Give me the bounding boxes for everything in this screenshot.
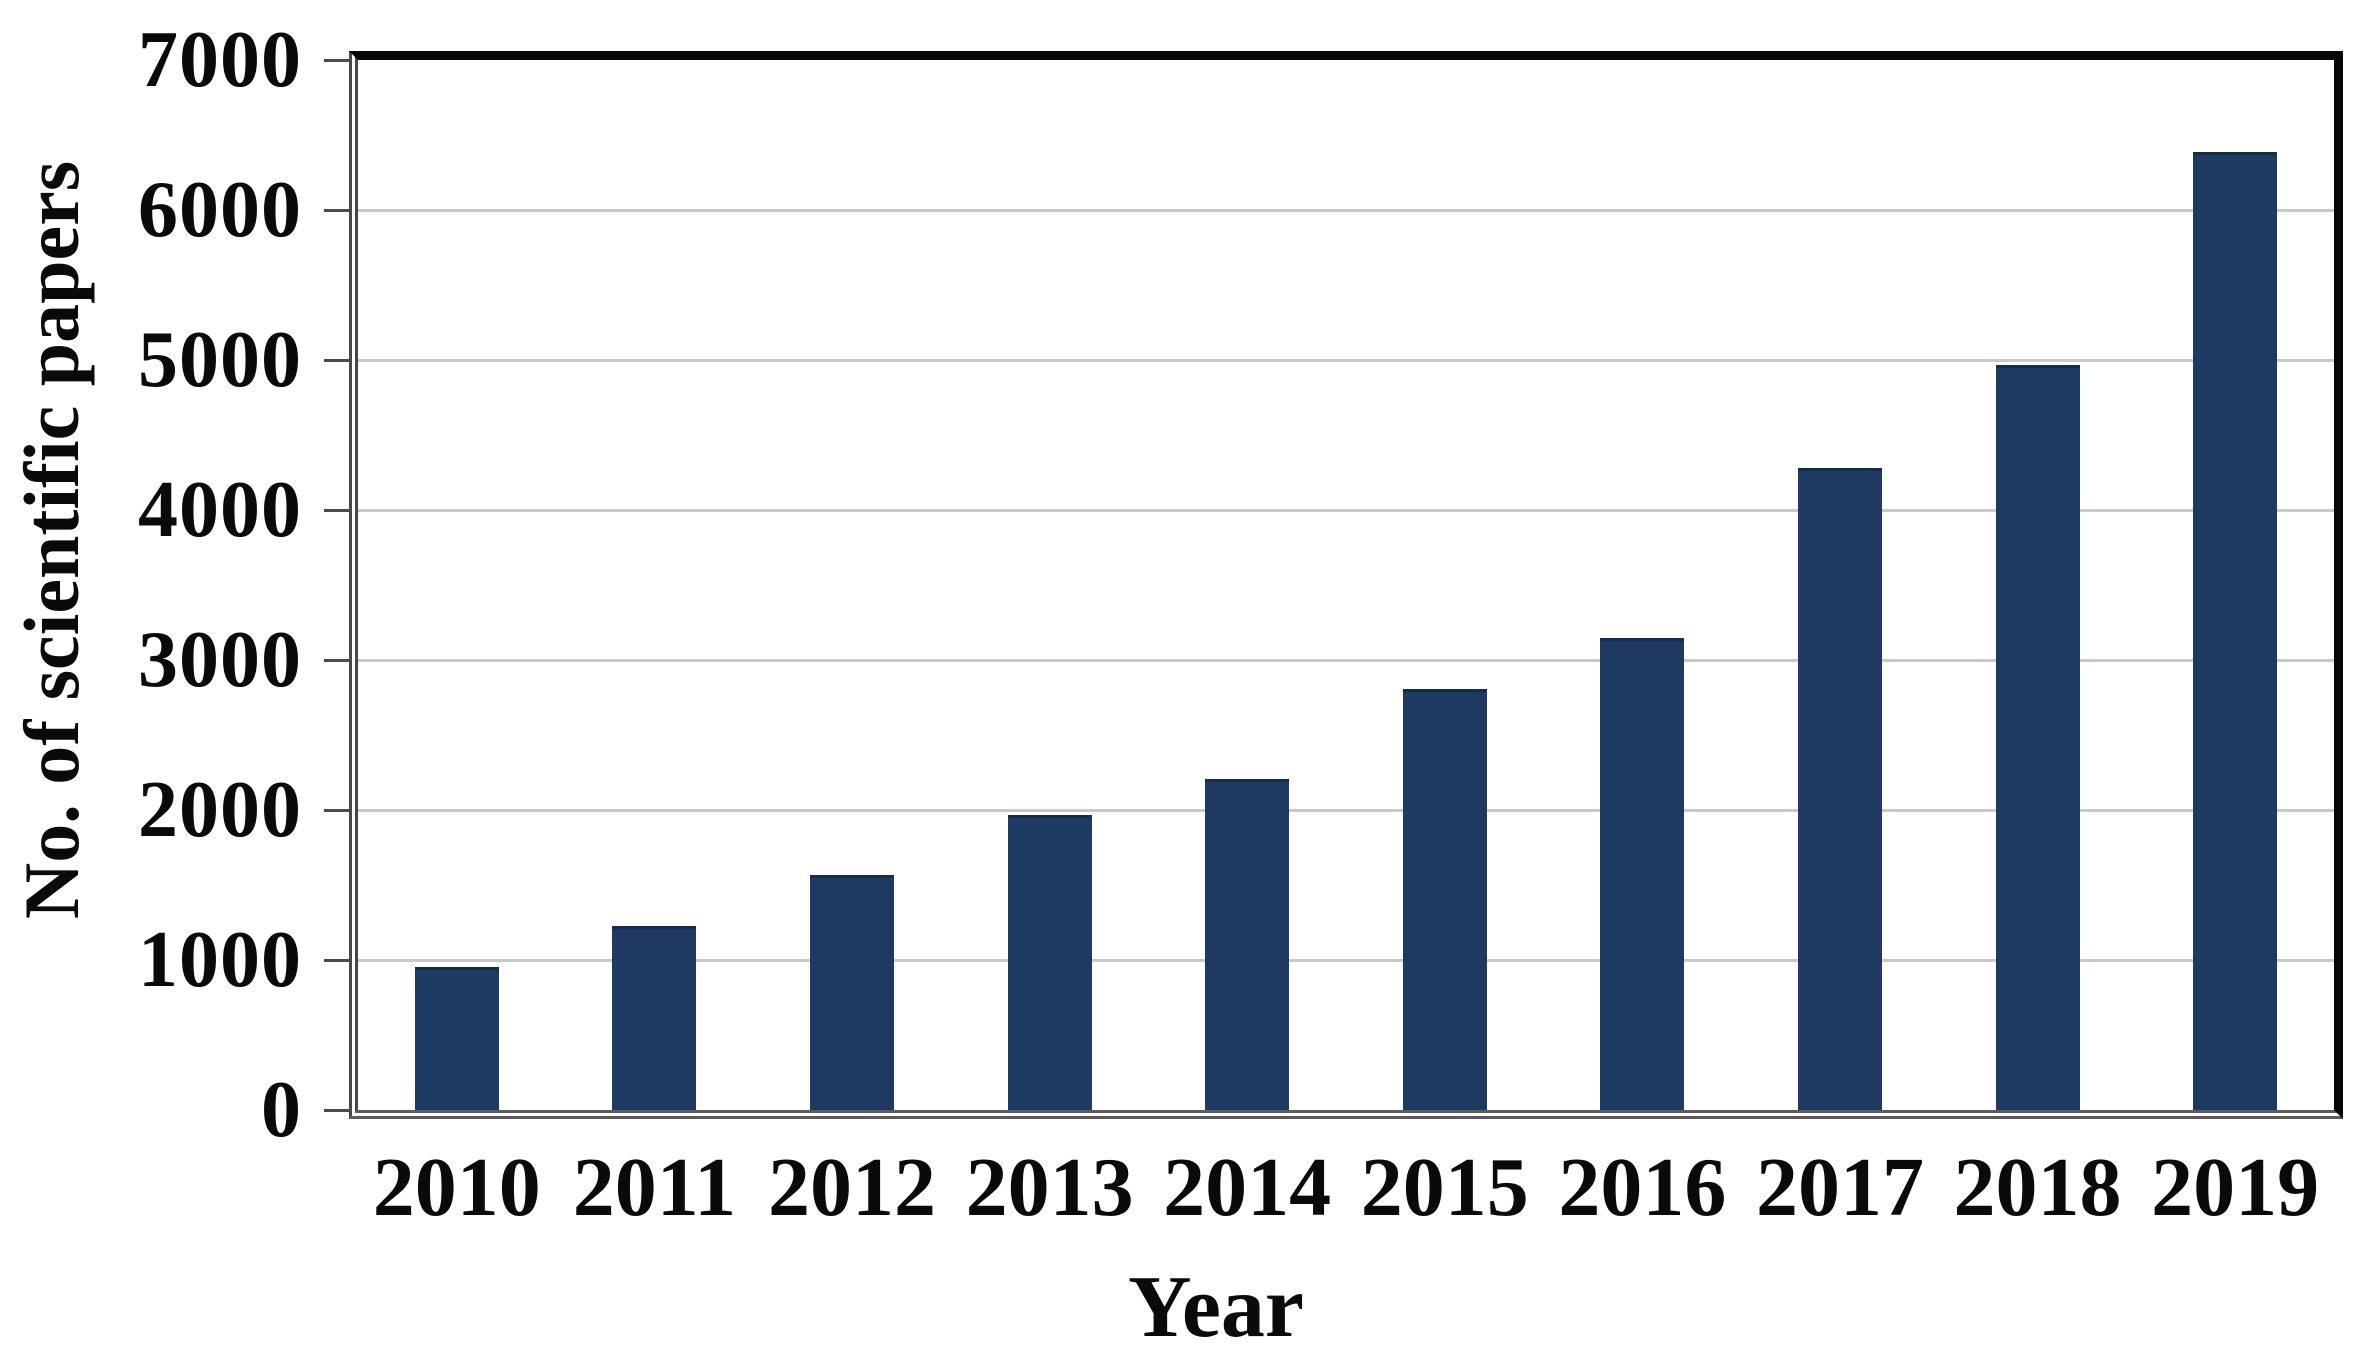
y-tick-2000 [324, 809, 370, 812]
bar-2010 [414, 966, 499, 1110]
bar-2018 [1995, 365, 2080, 1110]
x-tick-label-2010: 2010 [372, 1141, 541, 1234]
y-tick-label-7000: 7000 [138, 16, 302, 104]
y-tick-6000 [324, 209, 370, 212]
x-axis-title: Year [1128, 1259, 1304, 1356]
y-tick-1000 [324, 959, 370, 962]
y-tick-label-2000: 2000 [138, 766, 302, 854]
gridline-1000 [358, 959, 2334, 962]
y-tick-label-4000: 4000 [138, 466, 302, 554]
y-tick-label-1000: 1000 [138, 916, 302, 1004]
x-tick-label-2015: 2015 [1360, 1141, 1529, 1234]
bar-2011 [612, 925, 697, 1110]
x-tick-label-2014: 2014 [1163, 1141, 1332, 1234]
y-tick-label-3000: 3000 [138, 616, 302, 704]
x-axis-tick-labels: 2010 2011 2012 2013 2014 2015 2016 2017 2018 2019 [358, 1146, 2334, 1230]
x-tick-label-2013: 2013 [965, 1141, 1134, 1234]
bar-2016 [1600, 637, 1685, 1110]
bar-2017 [1798, 468, 1882, 1110]
x-tick-label-2018: 2018 [1953, 1141, 2122, 1234]
y-tick-0 [324, 1109, 370, 1112]
bar-2019 [2193, 152, 2278, 1110]
gridline-2000 [358, 809, 2334, 812]
gridline-5000 [358, 359, 2334, 362]
x-tick-label-2016: 2016 [1558, 1141, 1727, 1234]
y-tick-3000 [324, 659, 370, 662]
plot-area [349, 51, 2343, 1119]
y-tick-label-6000: 6000 [138, 166, 302, 254]
y-tick-4000 [324, 509, 370, 512]
bar-2014 [1205, 778, 1290, 1110]
gridline-3000 [358, 659, 2334, 662]
x-tick-label-2012: 2012 [767, 1141, 936, 1234]
gridline-4000 [358, 509, 2334, 512]
y-tick-label-5000: 5000 [138, 316, 302, 404]
x-tick-label-2019: 2019 [2151, 1141, 2320, 1234]
bar-2013 [1007, 815, 1092, 1110]
x-tick-label-2017: 2017 [1755, 1141, 1924, 1234]
x-tick-label-2011: 2011 [572, 1141, 737, 1234]
y-tick-label-0: 0 [261, 1066, 302, 1154]
bar-2012 [810, 874, 894, 1110]
gridline-6000 [358, 209, 2334, 212]
bar-2015 [1402, 688, 1487, 1110]
y-tick-5000 [324, 359, 370, 362]
y-tick-7000 [324, 59, 370, 62]
